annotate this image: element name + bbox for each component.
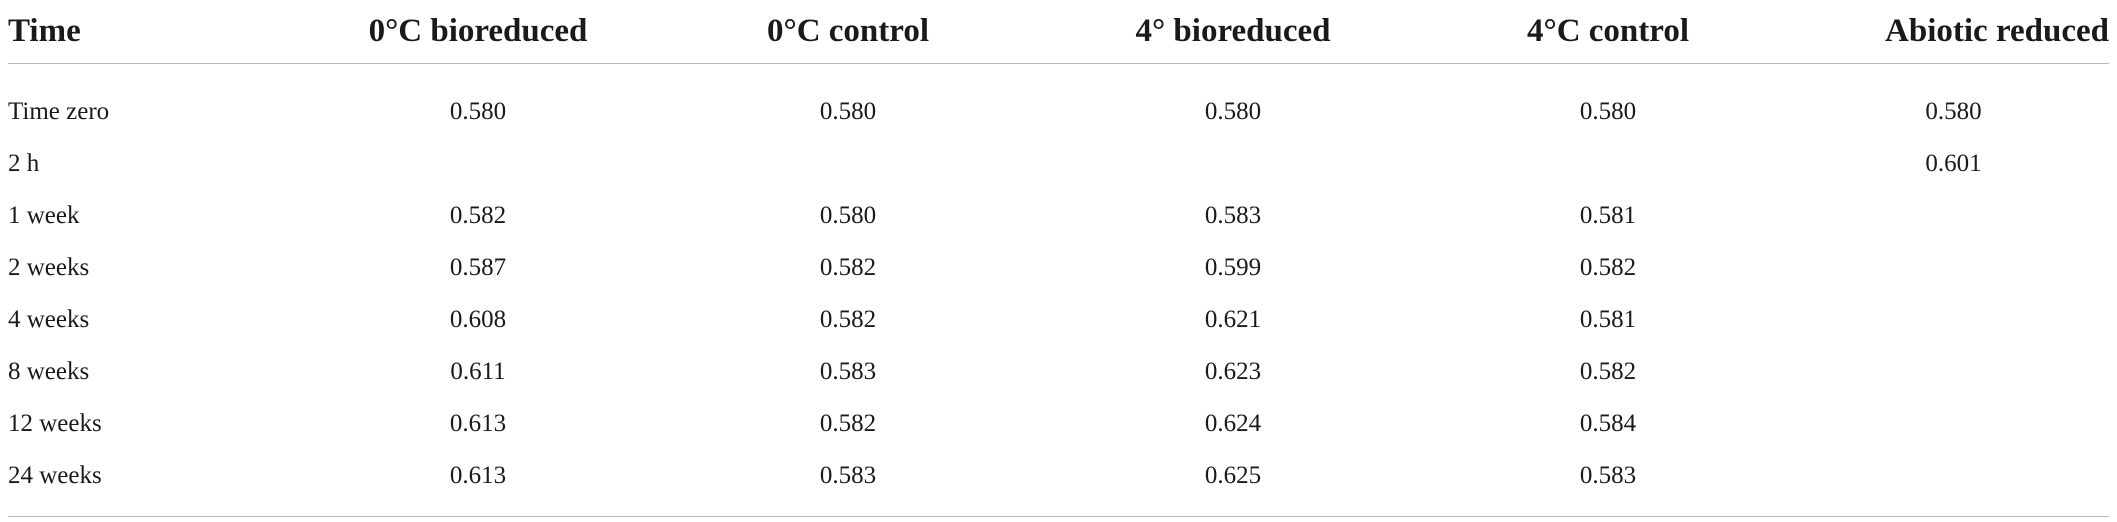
table-row: 1 week 0.582 0.580 0.583 0.581 bbox=[8, 190, 2109, 242]
row-label: 2 weeks bbox=[8, 254, 90, 281]
cell-value: 0.582 bbox=[449, 202, 507, 229]
cell-value: 0.611 bbox=[450, 358, 506, 385]
cell-value: 0.621 bbox=[1204, 306, 1262, 333]
table-header: Time 0°C bioreduced 0°C control 4° biore… bbox=[8, 0, 2109, 64]
cell-value: 0.583 bbox=[819, 358, 877, 385]
table-row: 4 weeks 0.608 0.582 0.621 0.581 bbox=[8, 294, 2109, 346]
cell-value: 0.580 bbox=[819, 202, 877, 229]
table-row: 2 h 0.601 bbox=[8, 138, 2109, 190]
cell-value bbox=[1798, 346, 2109, 398]
row-label: 1 week bbox=[8, 202, 80, 229]
cell-value: 0.580 bbox=[1925, 98, 1982, 125]
cell-value: 0.582 bbox=[1579, 358, 1637, 385]
cell-value bbox=[1048, 138, 1418, 190]
cell-value: 0.613 bbox=[449, 410, 507, 437]
table-row: 24 weeks 0.613 0.583 0.625 0.583 bbox=[8, 450, 2109, 517]
cell-value: 0.582 bbox=[1579, 254, 1637, 281]
cell-value: 0.599 bbox=[1204, 254, 1262, 281]
cell-value: 0.580 bbox=[1204, 98, 1262, 125]
cell-value: 0.625 bbox=[1048, 450, 1418, 517]
header-row: Time 0°C bioreduced 0°C control 4° biore… bbox=[8, 0, 2109, 64]
row-label: 2 h bbox=[8, 150, 40, 177]
cell-value bbox=[648, 138, 1048, 190]
cell-value: 0.580 bbox=[1579, 98, 1637, 125]
row-label: 8 weeks bbox=[8, 358, 90, 385]
header-4c-bioreduced: 4° bioreduced bbox=[1048, 0, 1418, 64]
cell-value: 0.581 bbox=[1579, 202, 1637, 229]
cell-value bbox=[1798, 294, 2109, 346]
row-label: 24 weeks bbox=[8, 450, 308, 517]
header-4c-control: 4°C control bbox=[1418, 0, 1798, 64]
data-table-container: Time 0°C bioreduced 0°C control 4° biore… bbox=[8, 0, 2109, 517]
table-row: 2 weeks 0.587 0.582 0.599 0.582 bbox=[8, 242, 2109, 294]
table-body: Time zero 0.580 0.580 0.580 0.580 0.580 … bbox=[8, 64, 2109, 517]
cell-value: 0.601 bbox=[1925, 150, 1982, 177]
cell-value bbox=[1418, 138, 1798, 190]
cell-value bbox=[1798, 398, 2109, 450]
cell-value: 0.584 bbox=[1579, 410, 1637, 437]
row-label: 4 weeks bbox=[8, 306, 90, 333]
cell-value: 0.582 bbox=[819, 306, 877, 333]
row-label: 12 weeks bbox=[8, 410, 102, 437]
header-time: Time bbox=[8, 0, 308, 64]
cell-value: 0.583 bbox=[648, 450, 1048, 517]
cell-value bbox=[1798, 450, 2109, 517]
cell-value: 0.624 bbox=[1204, 410, 1262, 437]
cell-value: 0.583 bbox=[1204, 202, 1262, 229]
cell-value: 0.581 bbox=[1579, 306, 1637, 333]
cell-value: 0.587 bbox=[449, 254, 507, 281]
cell-value bbox=[1798, 190, 2109, 242]
header-0c-bioreduced: 0°C bioreduced bbox=[308, 0, 648, 64]
cell-value bbox=[308, 138, 648, 190]
cell-value: 0.582 bbox=[819, 410, 877, 437]
header-abiotic-reduced: Abiotic reduced bbox=[1798, 0, 2109, 64]
row-label: Time zero bbox=[8, 98, 110, 125]
cell-value: 0.582 bbox=[819, 254, 877, 281]
table-row: 12 weeks 0.613 0.582 0.624 0.584 bbox=[8, 398, 2109, 450]
data-table: Time 0°C bioreduced 0°C control 4° biore… bbox=[8, 0, 2109, 517]
table-row: Time zero 0.580 0.580 0.580 0.580 0.580 bbox=[8, 64, 2109, 139]
cell-value: 0.580 bbox=[449, 98, 507, 125]
cell-value: 0.583 bbox=[1418, 450, 1798, 517]
cell-value bbox=[1798, 242, 2109, 294]
cell-value: 0.613 bbox=[308, 450, 648, 517]
cell-value: 0.580 bbox=[819, 98, 877, 125]
cell-value: 0.623 bbox=[1204, 358, 1262, 385]
table-row: 8 weeks 0.611 0.583 0.623 0.582 bbox=[8, 346, 2109, 398]
header-0c-control: 0°C control bbox=[648, 0, 1048, 64]
cell-value: 0.608 bbox=[449, 306, 507, 333]
